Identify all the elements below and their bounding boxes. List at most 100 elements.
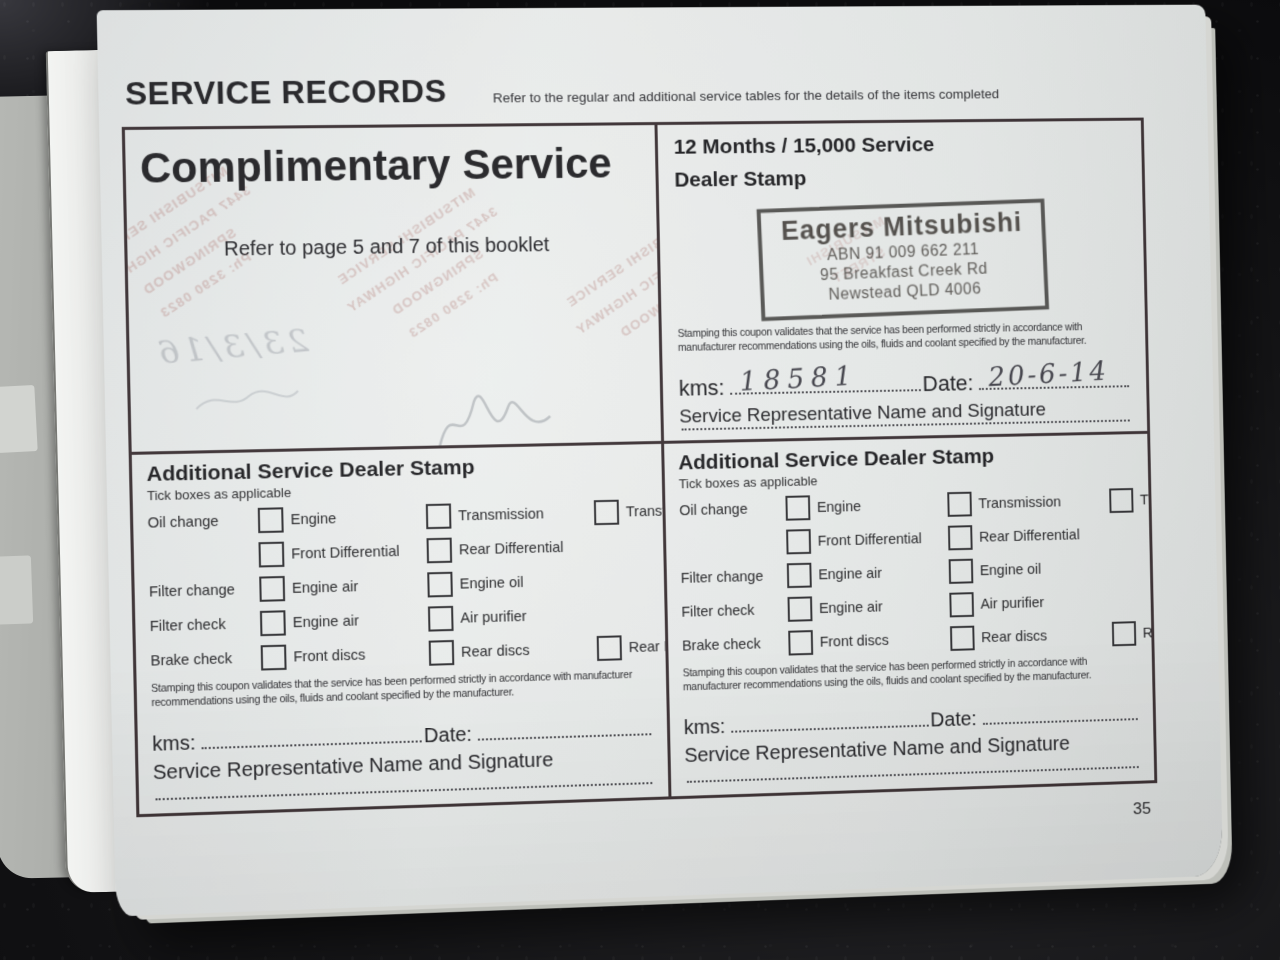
row-label bbox=[148, 555, 250, 557]
checkbox-filter-change-engine-air bbox=[786, 562, 812, 589]
service-checkbox-grid: Oil change Engine Transmission Transfer … bbox=[679, 488, 1154, 659]
checkbox-filter-check-engine-air bbox=[259, 610, 286, 637]
checkbox-rear-drums bbox=[596, 635, 623, 662]
option-label: Engine oil bbox=[979, 561, 1042, 579]
fine-print: Stamping this coupon validates that the … bbox=[677, 321, 1087, 354]
kms-entry-line: 18581 bbox=[729, 359, 921, 398]
checkbox-front-discs bbox=[260, 644, 287, 671]
checkbox-front-differential bbox=[785, 529, 811, 555]
checkbox-rear-differential bbox=[947, 525, 973, 551]
checkbox-oil-engine bbox=[785, 495, 811, 521]
option-label: Transmission bbox=[978, 494, 1062, 512]
date-label: Date: bbox=[423, 724, 473, 748]
checkbox-rear-discs bbox=[428, 640, 455, 666]
kms-entry-line bbox=[201, 710, 423, 750]
option-label: Air purifier bbox=[980, 594, 1045, 613]
handwritten-kms: 18581 bbox=[739, 360, 860, 398]
checkbox-filter-check-engine-air bbox=[787, 596, 813, 622]
handwriting-bleedthrough-ghost: 23/3/16 bbox=[152, 320, 311, 373]
service-checkbox-grid: Oil change Engine Transmission Transfer … bbox=[147, 499, 671, 674]
date-entry-line: 20-6-14 bbox=[978, 355, 1130, 392]
option-label: Front discs bbox=[819, 632, 890, 651]
option-label: Rear Drums bbox=[628, 637, 672, 656]
row-label: Filter change bbox=[680, 568, 764, 587]
row-label: Brake check bbox=[150, 650, 233, 670]
additional-service-coupon-right: Additional Service Dealer Stamp Tick box… bbox=[664, 434, 1154, 796]
option-label: Engine bbox=[816, 498, 862, 516]
checkbox-oil-transmission bbox=[425, 503, 452, 530]
kms-label: kms: bbox=[152, 732, 196, 757]
option-label: Transmission bbox=[458, 506, 545, 525]
checkbox-front-discs bbox=[788, 630, 814, 656]
fine-print: Stamping this coupon validates that the … bbox=[150, 669, 633, 709]
page-edge-tab bbox=[0, 384, 38, 454]
stamp-bleedthrough-ghost: MITSUBISHI SERVICE 3447 PACIFIC HIGHWAY … bbox=[553, 199, 664, 366]
row-label: Filter check bbox=[681, 602, 755, 621]
option-label: Transfer case bbox=[1139, 490, 1155, 509]
ghost-scribble bbox=[190, 377, 303, 424]
ghost-scribble bbox=[427, 384, 559, 455]
dealer-stamp: Eagers Mitsubishi ABN 91 009 662 211 95 … bbox=[756, 198, 1050, 322]
checkbox-air-purifier bbox=[427, 605, 454, 632]
option-label: Engine bbox=[290, 510, 337, 528]
row-label bbox=[680, 542, 778, 544]
page-header: SERVICE RECORDS Refer to the regular and… bbox=[125, 67, 1169, 112]
option-label: Air purifier bbox=[460, 608, 527, 627]
date-label: Date: bbox=[930, 708, 977, 732]
coupon-title: 12 Months / 15,000 Service bbox=[673, 133, 935, 159]
signature-line bbox=[686, 766, 1139, 783]
option-label: Rear Drums bbox=[1142, 623, 1155, 642]
checkbox-engine-oil bbox=[948, 558, 974, 585]
complimentary-service-coupon: MITSUBISHI SERVICE 3447 PACIFIC HIGHWAY … bbox=[124, 125, 664, 456]
kms-label: kms: bbox=[678, 374, 725, 401]
option-label: Engine oil bbox=[459, 574, 524, 593]
checkbox-oil-transfer-case bbox=[593, 499, 620, 526]
date-entry-line bbox=[477, 703, 652, 742]
checkbox-front-differential bbox=[258, 541, 285, 568]
twelve-month-service-coupon: MITSUBISHI STREET 12 Months / 15,000 Ser… bbox=[657, 120, 1148, 444]
kms-label: kms: bbox=[683, 716, 726, 740]
page-title: SERVICE RECORDS bbox=[124, 72, 447, 112]
checkbox-engine-oil bbox=[427, 571, 453, 598]
service-booklet-page: SERVICE RECORDS Refer to the regular and… bbox=[96, 4, 1223, 917]
dealer-stamp-label: Dealer Stamp bbox=[674, 167, 807, 192]
header-note: Refer to the regular and additional serv… bbox=[492, 86, 1000, 106]
checkbox-air-purifier bbox=[949, 592, 974, 618]
option-label: Rear Differential bbox=[978, 527, 1080, 546]
option-label: Front Differential bbox=[817, 530, 922, 550]
row-label: Filter check bbox=[149, 616, 226, 635]
option-label: Front Differential bbox=[291, 543, 400, 563]
coupon-table: MITSUBISHI SERVICE 3447 PACIFIC HIGHWAY … bbox=[121, 117, 1158, 818]
handwritten-date: 20-6-14 bbox=[988, 355, 1110, 393]
checkbox-oil-transfer-case bbox=[1109, 488, 1134, 514]
fine-print: Stamping this coupon validates that the … bbox=[682, 656, 1092, 694]
option-label: Engine air bbox=[818, 565, 883, 583]
option-label: Engine air bbox=[291, 578, 359, 597]
row-label: Oil change bbox=[147, 513, 219, 532]
date-entry-line bbox=[982, 689, 1138, 726]
additional-service-coupon-left: Additional Service Dealer Stamp Tick box… bbox=[131, 443, 672, 815]
complimentary-title: Complimentary Service bbox=[139, 139, 613, 192]
option-label: Rear Differential bbox=[458, 539, 564, 559]
row-label: Filter change bbox=[148, 581, 235, 601]
option-label: Engine air bbox=[292, 613, 360, 631]
option-label: Rear discs bbox=[980, 628, 1048, 646]
row-label: Brake check bbox=[681, 636, 761, 655]
stamp-bleedthrough-ghost: MITSUBISHI SERVICE 3447 PACIFIC HIGHWAY … bbox=[324, 175, 535, 367]
checkbox-oil-engine bbox=[257, 507, 284, 534]
row-label: Oil change bbox=[679, 501, 748, 519]
option-label: Engine air bbox=[818, 599, 883, 617]
option-label: Front discs bbox=[293, 647, 366, 666]
kms-entry-line bbox=[730, 695, 929, 734]
checkbox-rear-discs bbox=[949, 625, 975, 652]
checkbox-rear-differential bbox=[426, 537, 453, 564]
kms-date-row: kms: 18581 Date: 20-6-14 bbox=[678, 355, 1131, 401]
checkbox-rear-drums bbox=[1111, 621, 1137, 647]
signature-line bbox=[155, 782, 653, 801]
date-label: Date: bbox=[922, 369, 974, 396]
page-edge-tab bbox=[0, 555, 34, 625]
checkbox-filter-change-engine-air bbox=[259, 576, 286, 602]
checkbox-oil-transmission bbox=[947, 491, 972, 518]
option-label: Rear discs bbox=[460, 642, 530, 661]
